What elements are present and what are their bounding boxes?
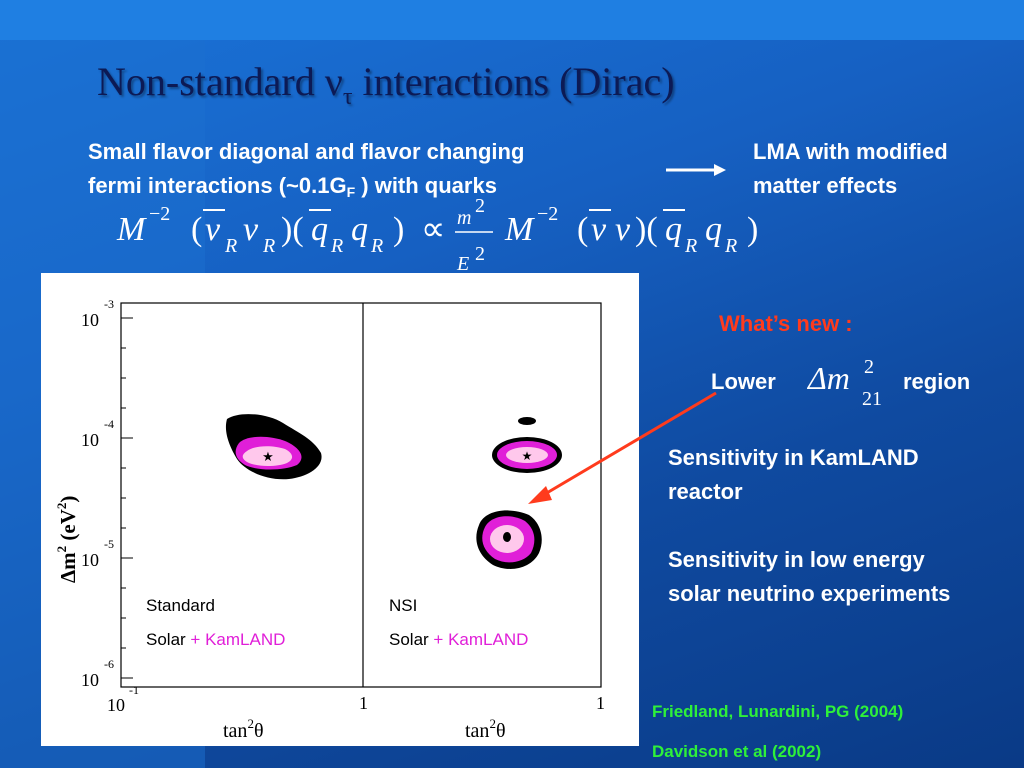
x-tick-one-right: 1 bbox=[596, 693, 605, 713]
y-tick-1e-6: 10 bbox=[81, 670, 99, 690]
eq-sub-r4: R bbox=[370, 235, 383, 257]
svg-text:)(: )( bbox=[635, 211, 658, 248]
svg-text:21: 21 bbox=[862, 388, 882, 410]
svg-text:Solar + KamLAND: Solar + KamLAND bbox=[146, 630, 285, 649]
y-tick-1e-4: 10 bbox=[81, 430, 99, 450]
eq-num-two: 2 bbox=[475, 196, 485, 217]
whats-new-heading: What’s new : bbox=[719, 311, 853, 336]
intro-line-1: Small flavor diagonal and flavor changin… bbox=[88, 139, 525, 164]
eq-m-left: M bbox=[116, 211, 147, 248]
lma-text: LMA with modified matter effects bbox=[753, 135, 948, 203]
nsi-contours: ★ bbox=[476, 417, 562, 569]
eq-sub-r5: R bbox=[684, 235, 697, 257]
eq-sub-r1: R bbox=[224, 235, 237, 257]
svg-text:q: q bbox=[705, 211, 722, 248]
svg-text:★: ★ bbox=[262, 449, 274, 464]
standard-contours: ★ bbox=[225, 414, 322, 480]
lma-line-2: matter effects bbox=[753, 173, 898, 198]
x-tick-exp: -1 bbox=[129, 683, 139, 697]
intro-line-2: fermi interactions (~0.1GF ) with quarks bbox=[88, 173, 497, 200]
slide-title: Non-standard ντ interactions (Dirac) bbox=[97, 59, 675, 110]
reference-friedland: Friedland, Lunardini, PG (2004) bbox=[652, 702, 904, 721]
label-nsi: NSI bbox=[389, 596, 417, 615]
svg-text:q: q bbox=[351, 211, 368, 248]
svg-text:ν: ν bbox=[591, 211, 607, 248]
y-axis-label: Δm2 (eV2) bbox=[54, 496, 80, 583]
svg-text:tan2θ: tan2θ bbox=[465, 716, 506, 742]
eq-den-two: 2 bbox=[475, 243, 485, 265]
arrow-right-icon bbox=[666, 164, 726, 176]
sensitivity-solar: Sensitivity in low energy solar neutrino… bbox=[668, 547, 951, 606]
neutrino-oscillation-plot: 10 -3 10 -4 10 -5 10 -6 10 -1 1 1 tan2θ … bbox=[41, 273, 639, 746]
delta-m21-symbol: Δm 2 21 bbox=[806, 356, 882, 410]
y-tick-exp-2: -4 bbox=[104, 417, 114, 431]
svg-text:ν: ν bbox=[243, 211, 259, 248]
eq-exp-left: −2 bbox=[149, 203, 170, 225]
x-tick-0p1: 10 bbox=[107, 695, 125, 715]
y-tick-exp-3: -5 bbox=[104, 537, 114, 551]
svg-text:★: ★ bbox=[522, 449, 533, 463]
eq-den-e: E bbox=[456, 253, 469, 275]
eq-num-m: m bbox=[457, 207, 471, 229]
intro-text: Small flavor diagonal and flavor changin… bbox=[88, 135, 524, 209]
reference-davidson: Davidson et al (2002) bbox=[652, 742, 822, 761]
lma-line-1: LMA with modified bbox=[753, 139, 948, 164]
y-tick-exp-4: -6 bbox=[104, 657, 114, 671]
svg-text:ν: ν bbox=[205, 211, 221, 248]
tick-marks bbox=[121, 317, 133, 679]
svg-text:(: ( bbox=[191, 211, 202, 248]
eq-sub-r2: R bbox=[262, 235, 275, 257]
panel-legends: Standard Solar + KamLAND NSI Solar + Kam… bbox=[146, 596, 528, 649]
y-tick-1e-3: 10 bbox=[81, 310, 99, 330]
svg-text:q: q bbox=[665, 211, 682, 248]
x-tick-one-left: 1 bbox=[359, 693, 368, 713]
svg-text:2: 2 bbox=[864, 356, 874, 378]
svg-text:tan2θ: tan2θ bbox=[223, 716, 264, 742]
svg-text:Δm2 (eV2): Δm2 (eV2) bbox=[54, 496, 80, 583]
fermi-interaction-equation: M −2 ( ν R ν R )( q R q R ) ∝ m 2 E 2 M … bbox=[116, 196, 758, 275]
eq-propto: ∝ bbox=[421, 211, 445, 248]
sensitivity-kamland: Sensitivity in KamLAND reactor bbox=[668, 445, 919, 504]
lower-label: Lower bbox=[711, 369, 776, 394]
svg-text:(: ( bbox=[577, 211, 588, 248]
eq-m-right: M bbox=[504, 211, 535, 248]
svg-text:): ) bbox=[747, 211, 758, 248]
y-tick-exp-1: -3 bbox=[104, 297, 114, 311]
svg-text:Solar + KamLAND: Solar + KamLAND bbox=[389, 630, 528, 649]
svg-text:)(: )( bbox=[281, 211, 304, 248]
eq-exp-right: −2 bbox=[537, 203, 558, 225]
svg-text:): ) bbox=[393, 211, 404, 248]
svg-text:q: q bbox=[311, 211, 328, 248]
label-standard: Standard bbox=[146, 596, 215, 615]
svg-text:ν: ν bbox=[615, 211, 631, 248]
eq-sub-r6: R bbox=[724, 235, 737, 257]
svg-text:Δm: Δm bbox=[806, 360, 850, 396]
y-tick-1e-5: 10 bbox=[81, 550, 99, 570]
x-axis-labels: tan2θ tan2θ bbox=[223, 716, 506, 742]
region-label: region bbox=[903, 369, 971, 394]
eq-sub-r3: R bbox=[330, 235, 343, 257]
header-band bbox=[0, 0, 1024, 40]
